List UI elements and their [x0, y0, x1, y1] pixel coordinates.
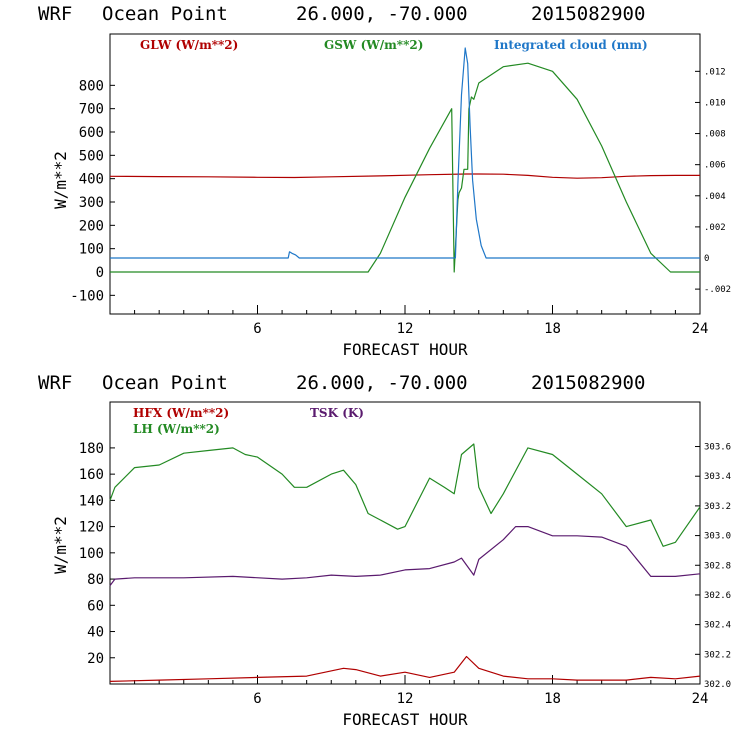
p2-ytick-label: 60 [87, 598, 104, 614]
p1-y2tick-label: 0 [704, 254, 709, 264]
p2-series-line-hfx [109, 655, 701, 682]
panel2-x-axis-label: FORECAST HOUR [342, 710, 468, 729]
panel-surface-fluxes: WRF Ocean Point 26.000, -70.000 20150829… [38, 372, 731, 729]
p2-ytick-label: 100 [79, 546, 104, 562]
panel1-x-axis-label: FORECAST HOUR [342, 340, 468, 359]
p1-y2tick-label: .006 [704, 161, 726, 171]
legend-glw: GLW (W/m**2) [140, 38, 238, 52]
p2-y2tick-label: 302.2 [704, 650, 731, 660]
panel-radiation: WRF Ocean Point 26.000, -70.000 20150829… [38, 3, 731, 359]
p1-ytick-label: 800 [79, 78, 104, 94]
p1-y2tick-label: .008 [704, 130, 726, 140]
p2-ytick-label: 120 [79, 520, 104, 536]
panel2-header-coords: 26.000, -70.000 [296, 372, 468, 394]
panel1-series [109, 47, 700, 273]
p2-y2tick-label: 303.2 [704, 502, 731, 512]
p1-series-line-glw [109, 173, 700, 179]
p1-series-line-integrated [110, 47, 700, 259]
p2-y2tick-label: 302.8 [704, 561, 731, 571]
p1-ytick-label: 300 [79, 195, 104, 211]
p1-y2tick-label: .004 [704, 192, 726, 202]
panel1-header-init: 2015082900 [531, 3, 645, 25]
p2-xtick-label: 6 [253, 691, 261, 707]
panel2-header-model: WRF [38, 372, 72, 394]
p1-ytick-label: 700 [79, 102, 104, 118]
p2-ytick-label: 40 [87, 625, 104, 641]
p2-xtick-label: 24 [692, 691, 709, 707]
legend-integrated-cloud: Integrated cloud (mm) [494, 38, 648, 52]
panel1-header-location: Ocean Point [102, 3, 228, 25]
p2-y2tick-label: 303.6 [704, 443, 731, 453]
p2-ytick-label: 140 [79, 493, 104, 509]
p1-xtick-label: 18 [544, 321, 561, 337]
p2-y2tick-label: 303.0 [704, 532, 731, 542]
panel2-plot-frame [109, 401, 701, 685]
p2-ytick-label: 160 [79, 467, 104, 483]
panel2-y2-axis: 302.0 302.2 302.4 302.6 302.8 303.0 303.2 303.4… [695, 443, 731, 690]
panel2-y-axis: 20 40 60 80 100 120 140 160 180 [79, 441, 115, 667]
p2-xtick-label: 12 [397, 691, 414, 707]
p2-xtick-label: 18 [544, 691, 561, 707]
p1-ytick-label: 100 [79, 242, 104, 258]
legend-gsw: GSW (W/m**2) [324, 38, 423, 52]
panel1-y-axis-label: W/m**2 [51, 151, 70, 209]
p1-series-line-gsw [110, 62, 700, 273]
p1-ytick-label: 400 [79, 172, 104, 188]
p1-y2tick-label: .012 [704, 67, 726, 77]
p2-ytick-label: 180 [79, 441, 104, 457]
p2-ytick-label: 20 [87, 651, 104, 667]
p1-y2tick-label: -.002 [704, 285, 731, 295]
panel2-header-init: 2015082900 [531, 372, 645, 394]
p2-series-line-lh [109, 443, 701, 547]
panel1-x-axis: 6 12 18 24 [134, 305, 709, 337]
panel2-series [109, 443, 701, 682]
p1-xtick-label: 12 [397, 321, 414, 337]
p1-xtick-label: 24 [692, 321, 709, 337]
p2-y2tick-label: 302.4 [704, 621, 731, 631]
panel1-header-model: WRF [38, 3, 72, 25]
legend-tsk: TSK (K) [310, 406, 364, 420]
p1-ytick-label: 0 [96, 265, 104, 281]
p1-ytick-label: 500 [79, 148, 104, 164]
p1-ytick-label: -100 [70, 288, 104, 304]
p2-y2tick-label: 302.6 [704, 591, 731, 601]
p2-series-line-tsk [109, 525, 701, 586]
panel1-y-axis: -100 0 100 200 300 400 500 600 700 800 [70, 78, 115, 304]
panel1-header-coords: 26.000, -70.000 [296, 3, 468, 25]
p1-xtick-label: 6 [253, 321, 261, 337]
p1-y2tick-label: .002 [704, 223, 726, 233]
panel2-header-location: Ocean Point [102, 372, 228, 394]
panel2-y-axis-label: W/m**2 [51, 516, 70, 574]
p1-ytick-label: 200 [79, 218, 104, 234]
legend-hfx: HFX (W/m**2) [133, 406, 229, 420]
p2-ytick-label: 80 [87, 572, 104, 588]
p2-y2tick-label: 303.4 [704, 472, 731, 482]
p2-y2tick-label: 302.0 [704, 680, 731, 690]
p1-ytick-label: 600 [79, 125, 104, 141]
panel2-x-axis: 6 12 18 24 [134, 675, 709, 707]
p1-y2tick-label: .010 [704, 98, 726, 108]
legend-lh: LH (W/m**2) [133, 422, 220, 436]
